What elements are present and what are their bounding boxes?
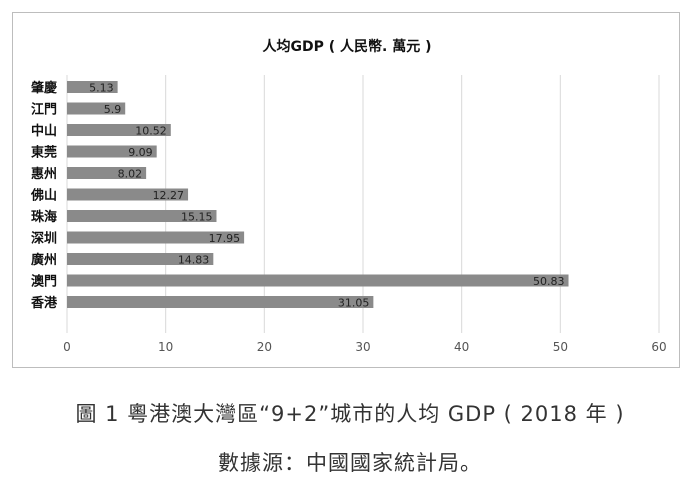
category-label: 香港 <box>30 295 58 311</box>
bar-value-label: 15.15 <box>181 211 213 224</box>
x-tick-label: 0 <box>63 340 71 354</box>
category-label: 廣州 <box>31 252 57 268</box>
category-label: 江門 <box>31 102 57 118</box>
x-tick-label: 40 <box>454 340 469 354</box>
bar <box>67 210 217 222</box>
category-label: 東莞 <box>31 145 57 161</box>
chart-title: 人均GDP ( 人民幣. 萬元 ) <box>263 38 432 55</box>
figure-caption: 圖 1 粵港澳大灣區“9+2”城市的人均 GDP ( 2018 年 ) <box>75 402 625 426</box>
bar-value-label: 10.52 <box>135 125 167 138</box>
bar <box>67 296 374 308</box>
category-label: 惠州 <box>31 166 57 182</box>
chart-frame: 人均GDP ( 人民幣. 萬元 ) 肇慶江門中山東莞惠州佛山珠海深圳廣州澳門香港… <box>12 12 680 368</box>
bar-chart: 人均GDP ( 人民幣. 萬元 ) 肇慶江門中山東莞惠州佛山珠海深圳廣州澳門香港… <box>30 38 667 354</box>
category-label: 深圳 <box>31 231 57 247</box>
bar-value-label: 31.05 <box>338 297 370 310</box>
bar-value-label: 14.83 <box>178 254 210 267</box>
category-label: 中山 <box>31 123 57 139</box>
bar <box>67 274 569 287</box>
bar-value-label: 5.13 <box>89 82 114 95</box>
bar-value-label: 12.27 <box>153 189 185 202</box>
source-note: 數據源：中國國家統計局。 <box>218 451 482 475</box>
x-tick-label: 30 <box>355 340 370 354</box>
x-tick-label: 10 <box>158 340 173 354</box>
bar <box>67 124 171 136</box>
bar-value-label: 5.9 <box>104 103 122 116</box>
category-label: 肇慶 <box>30 80 58 96</box>
category-label: 佛山 <box>30 188 57 204</box>
bar-value-label: 8.02 <box>118 168 143 181</box>
x-tick-label: 60 <box>651 340 666 354</box>
x-tick-label: 20 <box>257 340 272 354</box>
x-tick-label: 50 <box>553 340 568 354</box>
data-labels: 5.13 5.9 10.52 9.09 8.02 12.27 15.15 17.95 14.83… <box>89 82 564 310</box>
bar <box>67 102 126 115</box>
bar <box>67 253 214 265</box>
bars <box>67 81 569 308</box>
bar <box>67 145 157 158</box>
bar <box>67 231 245 244</box>
grid-lines <box>66 75 660 333</box>
bar-value-label: 17.95 <box>209 232 241 245</box>
x-axis-ticks: 0 10 20 30 40 50 60 <box>63 340 666 354</box>
bar <box>67 167 147 179</box>
bar <box>67 81 118 93</box>
bar <box>67 188 189 201</box>
category-label: 珠海 <box>31 209 57 225</box>
category-label: 澳門 <box>31 274 57 290</box>
bar-value-label: 50.83 <box>533 275 565 288</box>
bar-value-label: 9.09 <box>128 146 153 159</box>
